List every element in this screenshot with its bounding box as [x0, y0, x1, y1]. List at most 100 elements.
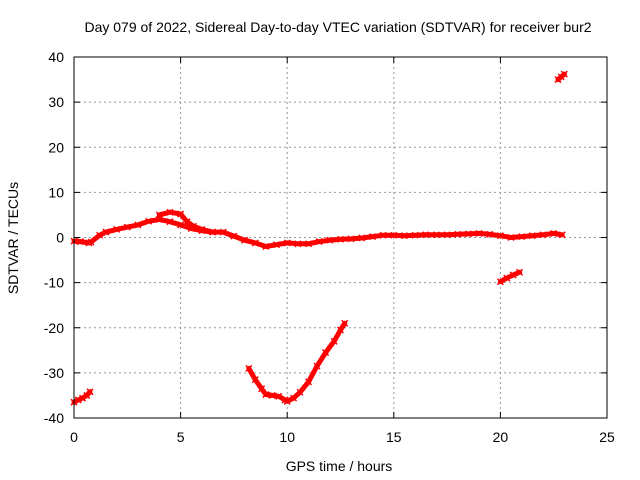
- data-point: [189, 222, 197, 230]
- data-point: [539, 231, 547, 239]
- data-point: [379, 231, 387, 239]
- data-point: [296, 388, 304, 396]
- x-tick-label: 0: [70, 429, 78, 445]
- data-point: [330, 337, 338, 345]
- data-point: [123, 223, 131, 231]
- data-point: [177, 210, 185, 218]
- data-point: [283, 239, 291, 247]
- data-point: [358, 234, 366, 242]
- x-tick-label: 10: [279, 429, 295, 445]
- series-3: [245, 319, 349, 405]
- data-point: [87, 238, 95, 246]
- data-point: [251, 239, 259, 247]
- data-point: [326, 236, 334, 244]
- data-point: [528, 232, 536, 240]
- data-point: [341, 319, 349, 327]
- data-point: [336, 235, 345, 243]
- y-tick-label: 40: [48, 49, 64, 65]
- y-tick-label: 20: [48, 139, 64, 155]
- data-point: [336, 326, 345, 334]
- data-point: [209, 228, 217, 236]
- data-point: [390, 231, 398, 239]
- y-tick-label: 0: [56, 230, 64, 246]
- series-0: [70, 215, 566, 251]
- y-tick-label: -20: [44, 320, 64, 336]
- y-tick-label: 10: [48, 184, 64, 200]
- data-point: [283, 397, 291, 405]
- data-point: [516, 268, 524, 276]
- data-point: [262, 391, 270, 399]
- plot-area: [70, 70, 568, 406]
- data-point: [475, 229, 483, 237]
- data-point: [155, 211, 163, 219]
- data-point: [290, 394, 298, 402]
- data-point: [496, 232, 504, 240]
- data-point: [464, 230, 472, 238]
- x-tick-label: 20: [493, 429, 509, 445]
- series-4: [496, 268, 524, 286]
- data-point: [251, 376, 259, 384]
- data-point: [432, 231, 440, 239]
- data-point: [241, 236, 249, 244]
- series-2: [70, 388, 94, 406]
- data-point: [166, 218, 174, 226]
- data-point: [198, 225, 206, 233]
- data-point: [304, 378, 313, 386]
- data-point: [177, 221, 185, 229]
- data-point: [347, 235, 355, 243]
- data-point: [86, 388, 94, 396]
- x-tick-label: 5: [177, 429, 185, 445]
- data-point: [96, 231, 104, 239]
- data-point: [219, 228, 227, 236]
- data-point: [507, 233, 515, 242]
- data-point: [315, 238, 323, 246]
- data-point: [443, 231, 451, 239]
- data-point: [245, 364, 253, 372]
- y-tick-label: -30: [44, 365, 64, 381]
- tick-labels: 0 5 10 15 20 25 40 30 20 10 0 -10 -20 -30 -40: [44, 49, 615, 445]
- data-point: [304, 240, 313, 248]
- data-point: [400, 232, 408, 240]
- y-tick-label: 30: [48, 94, 64, 110]
- data-point: [166, 208, 174, 216]
- data-point: [550, 229, 558, 237]
- data-point: [262, 242, 270, 251]
- data-point: [113, 225, 121, 233]
- data-point: [145, 217, 153, 225]
- data-point: [102, 228, 110, 236]
- data-point: [230, 232, 238, 240]
- data-point: [273, 241, 281, 249]
- data-point: [411, 231, 419, 239]
- x-tick-label: 25: [599, 429, 615, 445]
- x-tick-label: 15: [386, 429, 402, 445]
- data-point: [74, 396, 82, 404]
- data-point: [76, 238, 84, 246]
- series-1: [155, 208, 217, 236]
- data-point: [560, 70, 568, 78]
- data-point: [258, 385, 266, 393]
- data-point: [496, 278, 504, 286]
- y-tick-label: -10: [44, 275, 64, 291]
- y-axis-label: SDTVAR / TECUs: [5, 182, 21, 294]
- data-point: [322, 349, 330, 357]
- data-point: [422, 231, 430, 239]
- data-point: [518, 233, 526, 241]
- data-point: [503, 274, 511, 282]
- data-point: [294, 240, 302, 248]
- series-5: [554, 70, 568, 84]
- data-point: [558, 231, 566, 239]
- data-point: [183, 218, 191, 226]
- plot-frame: [73, 56, 608, 419]
- data-point: [509, 271, 517, 279]
- x-axis-label: GPS time / hours: [286, 458, 393, 474]
- data-point: [486, 230, 494, 238]
- y-tick-label: -40: [44, 410, 64, 426]
- data-point: [454, 230, 462, 238]
- series-line: [497, 269, 523, 285]
- data-point: [268, 391, 276, 399]
- chart-title: Day 079 of 2022, Sidereal Day-to-day VTE…: [84, 19, 591, 35]
- data-point: [134, 221, 142, 229]
- data-point: [313, 362, 321, 370]
- data-point: [275, 392, 283, 400]
